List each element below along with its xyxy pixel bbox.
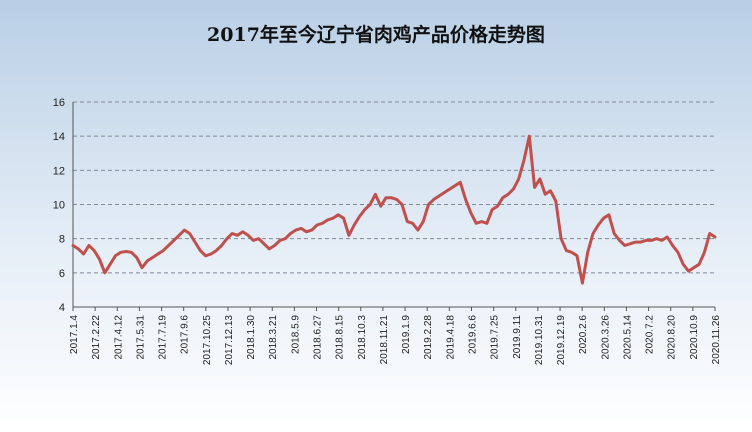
x-tick-label: 2018.10.3 [357,315,368,360]
x-tick-label: 2017.12.13 [224,315,235,365]
x-tick-labels: 2017.1.4 2017.2.22 2017.4.12 2017.5.31 2017.… [69,315,722,365]
series-layer [71,134,717,285]
x-tick-label: 2018.6.27 [313,315,324,360]
y-tick-labels: 4 6 8 10 12 14 16 [53,97,65,314]
x-tick-label: 2017.1.4 [69,315,80,354]
y-tick-label: 6 [59,268,65,280]
x-tick-label: 2018.3.21 [268,315,279,360]
y-tick-label: 8 [59,234,65,246]
axis-layer [72,102,716,311]
y-tick-label: 14 [53,131,65,143]
x-tick-label: 2019.7.25 [490,315,501,360]
x-tick-label: 2018.1.30 [246,315,257,360]
x-tick-label: 2019.9.11 [512,315,523,359]
x-tick-label: 2020.5.14 [622,315,633,360]
x-tick-label: 2019.1.9 [401,315,412,354]
x-tick-label: 2020.3.26 [600,315,611,360]
y-tick-label: 10 [53,200,65,212]
x-tick-label: 2020.10.9 [689,315,700,360]
price-series-line [71,134,717,285]
x-tick-label: 2017.5.31 [135,315,146,360]
x-tick-label: 2017.7.19 [158,315,169,360]
grid-layer [73,101,715,274]
x-tick-label: 2017.2.22 [91,315,102,360]
x-tick-label: 2020.11.26 [711,315,722,365]
y-tick-label: 12 [53,165,65,177]
x-tick-label: 2019.12.19 [556,315,567,365]
x-tick-label: 2018.11.21 [379,315,390,365]
x-tick-label: 2018.5.9 [290,315,301,354]
x-tick-label: 2020.7.2 [645,315,656,354]
x-tick-label: 2018.8.15 [335,315,346,360]
y-tick-label: 16 [53,97,65,109]
x-tick-label: 2019.2.28 [423,315,434,360]
x-tick-label: 2017.4.12 [113,315,124,360]
y-tick-label: 4 [59,302,65,314]
x-tick-label: 2017.10.25 [202,315,213,365]
x-tick-label: 2019.6.6 [467,315,478,354]
x-tick-label: 2019.4.18 [445,315,456,360]
x-tick-label: 2019.10.31 [534,315,545,365]
x-tick-label: 2017.9.6 [180,315,191,354]
x-tick-label: 2020.2.6 [578,315,589,354]
chart-title: 2017年至今辽宁省肉鸡产品价格走势图 [207,24,545,46]
x-tick-label: 2020.8.20 [667,315,678,360]
